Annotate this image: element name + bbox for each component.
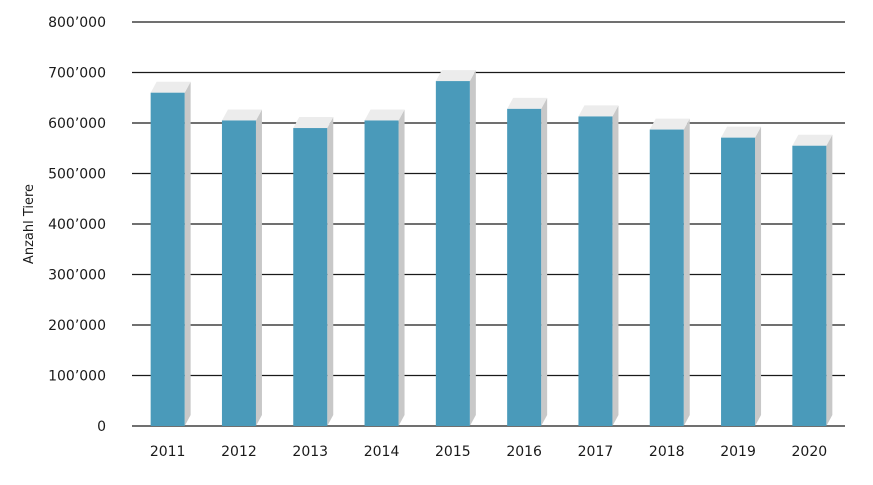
x-tick-label: 2011: [150, 444, 186, 460]
bar-top-face: [578, 105, 619, 117]
y-tick-label: 100’000: [48, 369, 106, 385]
y-axis-title: Anzahl Tiere: [22, 184, 37, 264]
bar-2012: [221, 109, 262, 426]
bar-top-face: [721, 126, 762, 138]
bar-2018: [649, 118, 690, 426]
bar-front-face: [792, 145, 827, 426]
x-tick-label: 2012: [221, 444, 257, 460]
x-axis-ticks: 2011 2012 2013 2014 2015 2016 2017 2018 2019 2020: [150, 444, 827, 460]
bar-side-face: [612, 105, 619, 426]
bar-2014: [364, 109, 405, 426]
bar-top-face: [649, 118, 690, 130]
bar-top-face: [435, 70, 476, 82]
bar-front-face: [578, 116, 613, 426]
bar-top-face: [364, 109, 405, 121]
bar-front-face: [721, 137, 756, 426]
y-tick-label: 200’000: [48, 318, 106, 334]
bars: [150, 70, 833, 427]
y-tick-label: 800’000: [48, 15, 106, 31]
bar-2013: [293, 117, 334, 427]
bar-side-face: [255, 109, 262, 426]
y-axis-ticks: 0 100’000 200’000 300’000 400’000 500’000 600’…: [48, 15, 106, 435]
bar-side-face: [327, 117, 334, 427]
bar-side-face: [398, 109, 405, 426]
bar-2020: [792, 134, 833, 426]
bar-side-face: [541, 97, 548, 427]
bar-top-face: [792, 134, 833, 146]
bar-side-face: [755, 126, 762, 427]
bar-2016: [507, 97, 548, 427]
bar-front-face: [150, 92, 185, 426]
y-tick-label: 0: [97, 419, 106, 435]
x-tick-label: 2020: [792, 444, 828, 460]
bar-side-face: [469, 70, 476, 427]
x-tick-label: 2018: [649, 444, 685, 460]
bar-front-face: [221, 120, 256, 426]
y-tick-label: 300’000: [48, 268, 106, 284]
bar-front-face: [649, 129, 684, 426]
bar-front-face: [435, 81, 470, 427]
bar-side-face: [683, 118, 690, 426]
bar-top-face: [221, 109, 262, 121]
bar-front-face: [507, 108, 542, 427]
y-tick-label: 500’000: [48, 167, 106, 183]
bar-2019: [721, 126, 762, 427]
x-tick-label: 2016: [506, 444, 542, 460]
x-tick-label: 2015: [435, 444, 471, 460]
bar-2015: [435, 70, 476, 427]
y-tick-label: 700’000: [48, 66, 106, 82]
bar-2017: [578, 105, 619, 426]
bar-2011: [150, 81, 191, 426]
x-tick-label: 2014: [364, 444, 400, 460]
bar-top-face: [293, 117, 334, 129]
bar-top-face: [507, 97, 548, 109]
x-tick-label: 2013: [292, 444, 328, 460]
bar-front-face: [293, 128, 328, 427]
bar-side-face: [826, 134, 833, 426]
x-tick-label: 2017: [578, 444, 614, 460]
bar-top-face: [150, 81, 191, 93]
y-tick-label: 400’000: [48, 217, 106, 233]
bar-side-face: [184, 81, 191, 426]
x-tick-label: 2019: [720, 444, 756, 460]
bar-front-face: [364, 120, 399, 426]
y-tick-label: 600’000: [48, 116, 106, 132]
